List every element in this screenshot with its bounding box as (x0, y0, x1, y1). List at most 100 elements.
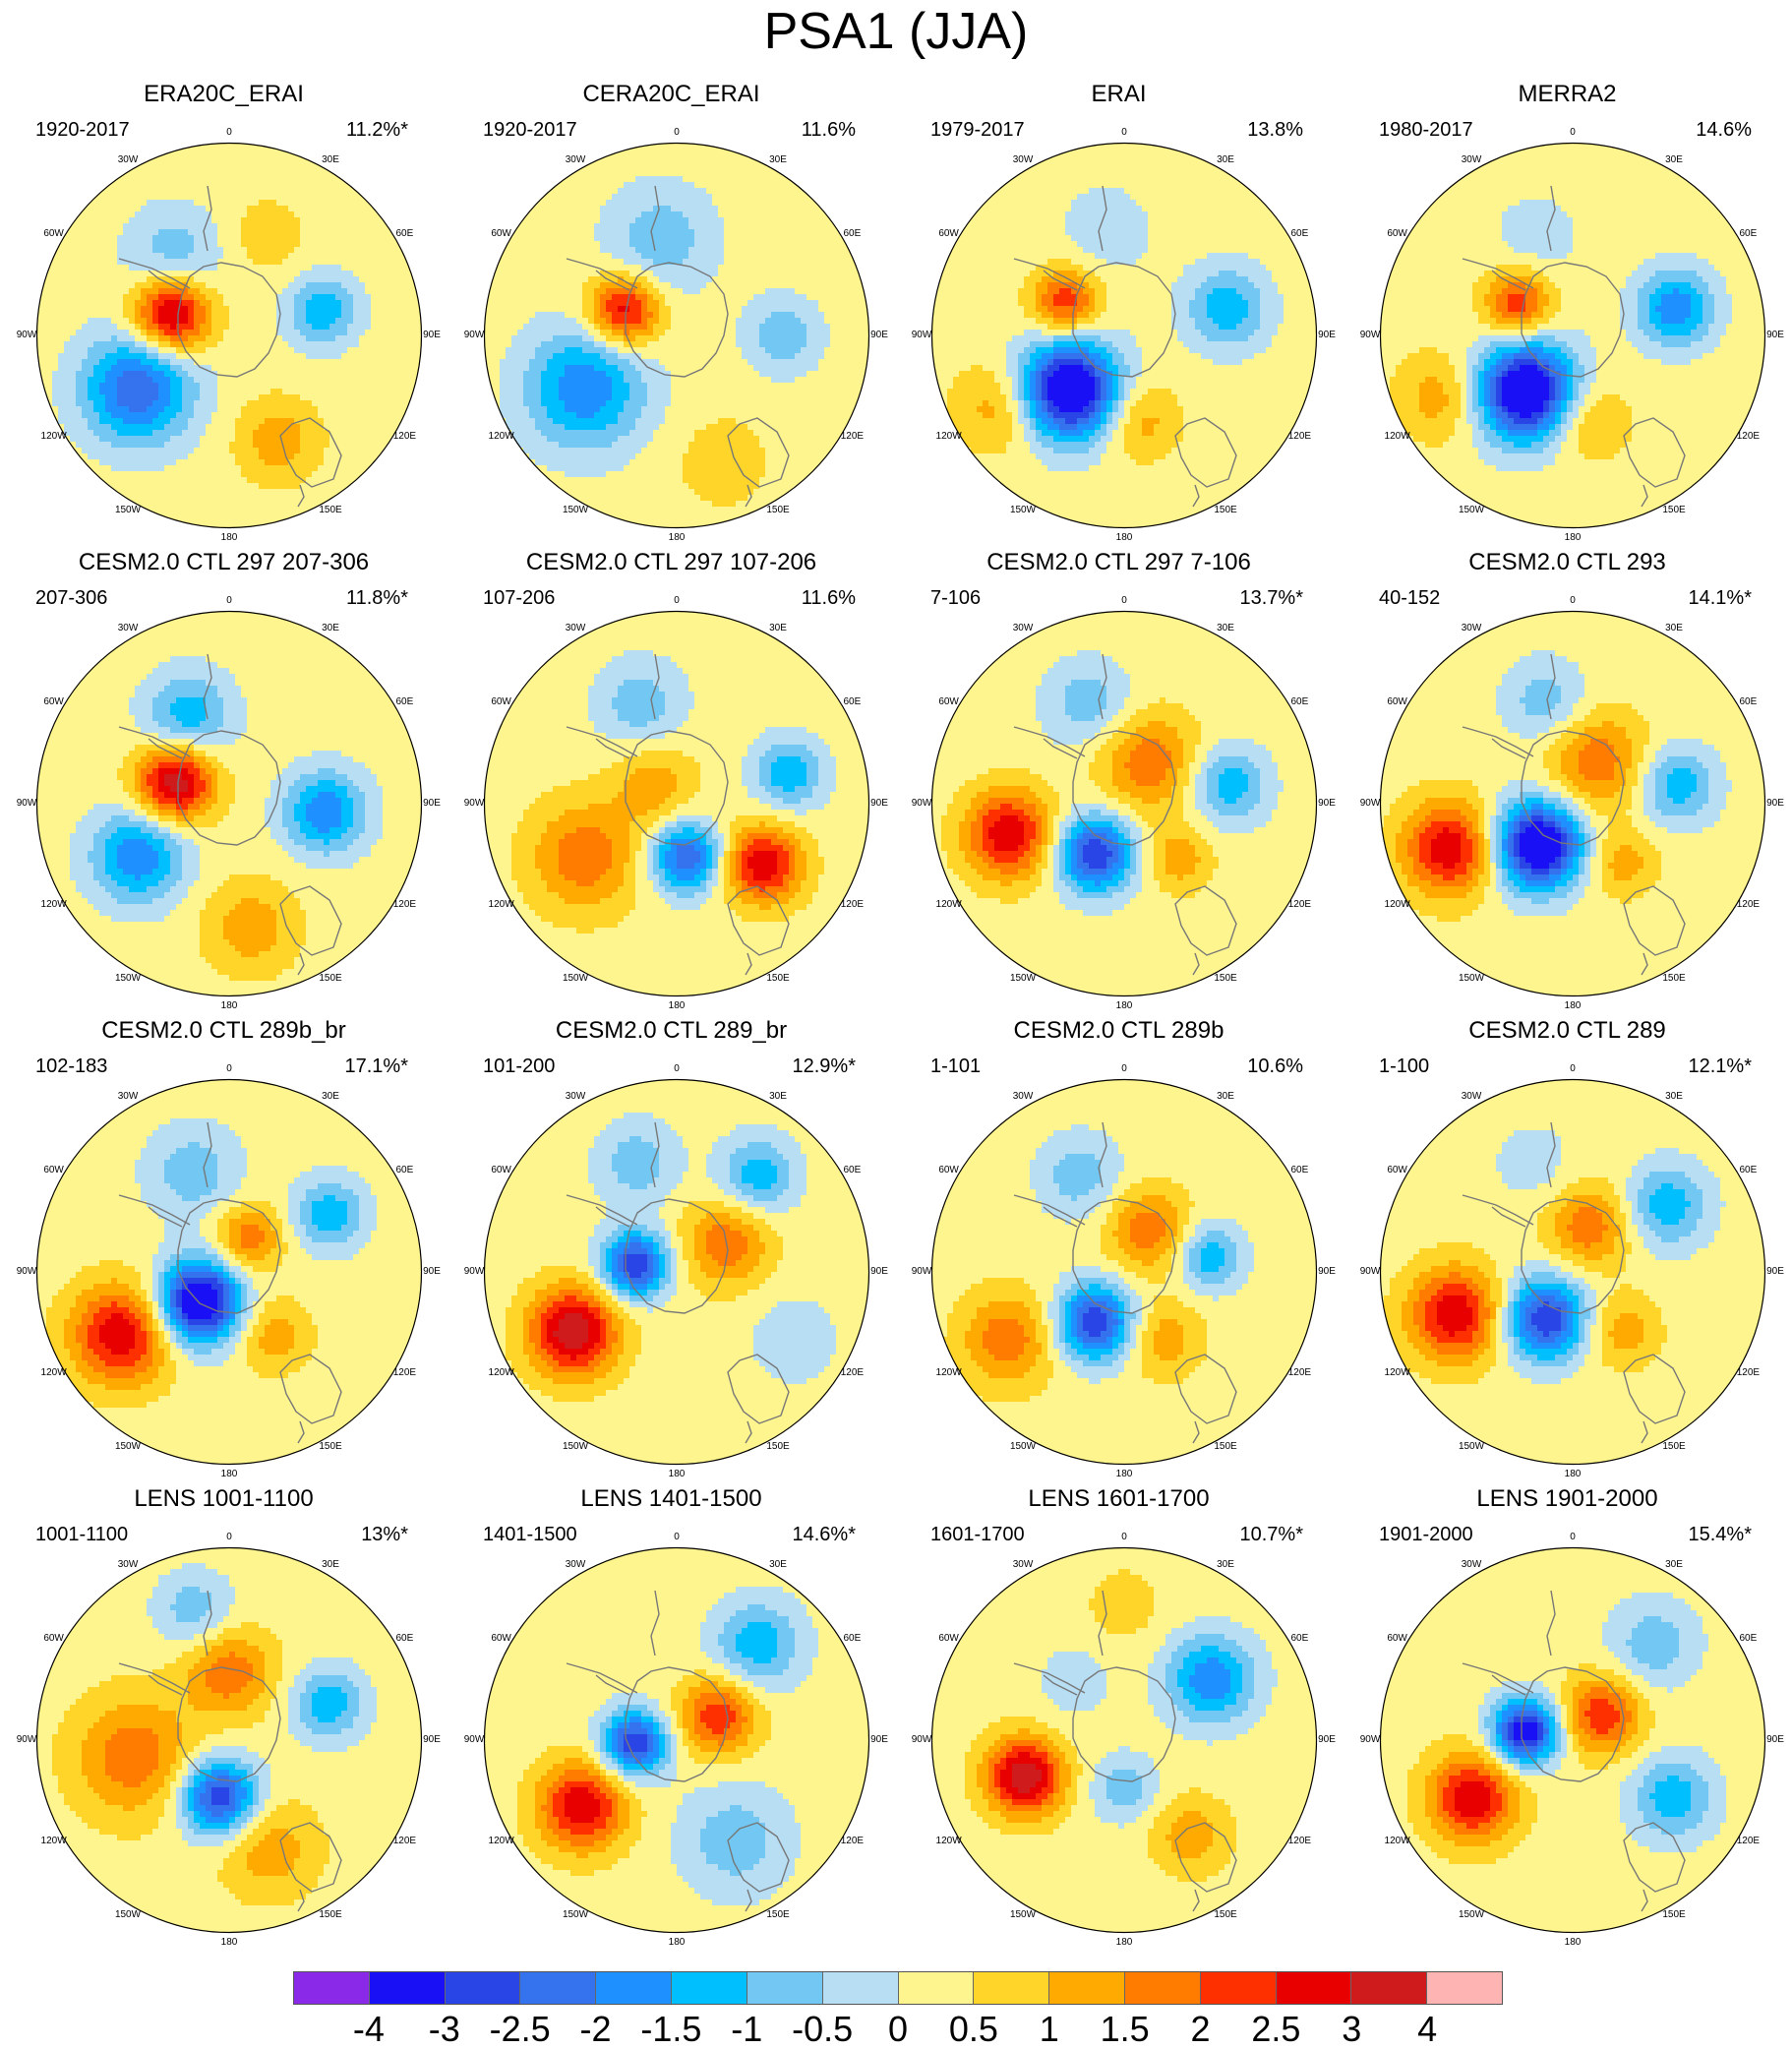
contour-cell (223, 406, 230, 413)
contour-cell (129, 288, 136, 295)
contour-cell (312, 282, 319, 289)
contour-cell (347, 347, 354, 354)
contour-cell (288, 453, 295, 460)
contour-cell (253, 371, 260, 378)
contour-cell (730, 294, 737, 301)
contour-cell (594, 235, 601, 242)
contour-cell (176, 324, 183, 331)
contour-cell (783, 259, 790, 266)
contour-cell (812, 223, 819, 230)
contour-cell (223, 217, 230, 224)
contour-cell (123, 300, 130, 307)
contour-cell (105, 271, 112, 277)
contour-cell (141, 229, 148, 236)
contour-cell (152, 418, 159, 425)
contour-cell (206, 276, 212, 283)
contour-cell (176, 477, 183, 484)
contour-cell (635, 235, 642, 242)
contour-cell (388, 241, 395, 248)
contour-cell (64, 353, 71, 360)
contour-cell (182, 501, 189, 508)
contour-cell (324, 282, 330, 289)
contour-cell (412, 312, 419, 319)
contour-cell (270, 211, 277, 218)
contour-cell (105, 459, 112, 466)
contour-cell (535, 217, 542, 224)
contour-cell (759, 206, 766, 212)
contour-cell (211, 241, 218, 248)
contour-cell (306, 459, 313, 466)
contour-cell (541, 206, 548, 212)
contour-cell (200, 330, 207, 336)
contour-cell (365, 235, 372, 242)
contour-cell (818, 282, 825, 289)
contour-cell (217, 512, 224, 519)
contour-cell (306, 235, 313, 242)
contour-cell (371, 430, 378, 437)
contour-cell (58, 359, 65, 366)
contour-cell (176, 412, 183, 419)
contour-cell (88, 371, 94, 378)
contour-cell (158, 347, 165, 354)
contour-cell (353, 394, 360, 401)
contour-cell (235, 152, 242, 159)
contour-cell (241, 383, 248, 390)
contour-cell (694, 147, 701, 153)
contour-cell (377, 383, 384, 390)
contour-cell (270, 318, 277, 325)
contour-cell (129, 229, 136, 236)
contour-cell (683, 253, 689, 260)
contour-cell (147, 288, 153, 295)
contour-cell (736, 235, 743, 242)
contour-cell (135, 235, 142, 242)
contour-cell (288, 324, 295, 331)
contour-cell (771, 182, 778, 189)
contour-cell (247, 241, 254, 248)
contour-cell (206, 436, 212, 443)
contour-cell (830, 253, 837, 260)
contour-cell (105, 377, 112, 384)
contour-cell (724, 194, 731, 201)
contour-cell (694, 229, 701, 236)
contour-cell (229, 211, 236, 218)
contour-cell (371, 389, 378, 395)
contour-cell (176, 217, 183, 224)
contour-cell (365, 335, 372, 342)
contour-cell (671, 271, 678, 277)
contour-cell (335, 324, 342, 331)
contour-cell (235, 406, 242, 413)
contour-cell (288, 176, 295, 183)
contour-cell (830, 241, 837, 248)
contour-cell (659, 194, 666, 201)
contour-cell (253, 377, 260, 384)
contour-cell (406, 383, 413, 390)
contour-cell (353, 383, 360, 390)
contour-cell (147, 453, 153, 460)
contour-cell (235, 400, 242, 407)
contour-cell (747, 271, 754, 277)
contour-cell (52, 377, 59, 384)
contour-cell (282, 400, 289, 407)
contour-cell (700, 182, 707, 189)
contour-cell (329, 453, 336, 460)
contour-cell (170, 194, 177, 201)
contour-cell (117, 235, 124, 242)
contour-cell (818, 223, 825, 230)
contour-cell (665, 188, 672, 195)
contour-cell (105, 217, 112, 224)
contour-cell (164, 188, 171, 195)
contour-cell (777, 235, 784, 242)
contour-cell (265, 365, 271, 372)
contour-cell (117, 353, 124, 360)
contour-cell (270, 152, 277, 159)
contour-cell (312, 448, 319, 454)
contour-cell (93, 330, 100, 336)
contour-cell (99, 294, 106, 301)
contour-cell (288, 389, 295, 395)
contour-cell (641, 217, 648, 224)
contour-cell (247, 483, 254, 490)
contour-cell (641, 200, 648, 207)
contour-cell (329, 448, 336, 454)
contour-cell (99, 453, 106, 460)
contour-cell (158, 170, 165, 177)
